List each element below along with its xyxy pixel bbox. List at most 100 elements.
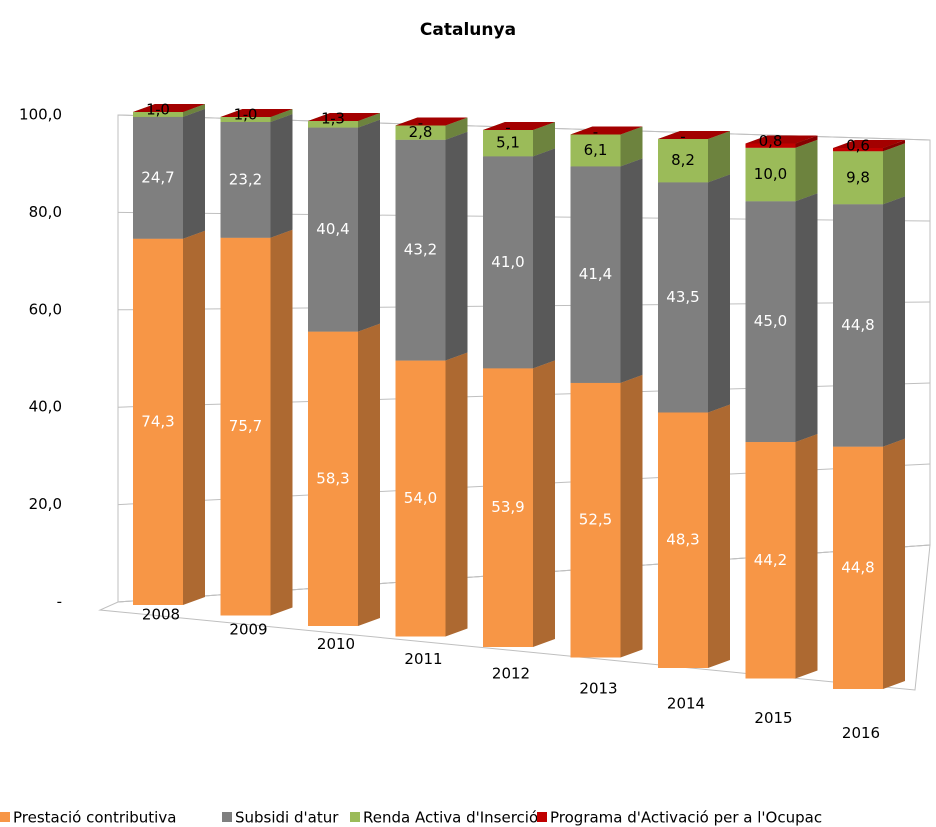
legend-label: Programa d'Activació per a l'Ocupac — [550, 809, 822, 827]
bar-side — [445, 352, 468, 637]
x-tick-label: 2009 — [229, 620, 267, 638]
data-label: 1,0 — [234, 105, 258, 123]
x-tick-label: 2016 — [842, 724, 880, 742]
bar-side — [270, 113, 293, 238]
bar-side — [620, 126, 643, 167]
data-label: 48,3 — [666, 531, 699, 549]
data-label: 44,2 — [754, 551, 787, 569]
data-label: 44,8 — [841, 316, 874, 334]
data-label: 23,2 — [229, 170, 262, 188]
bar-segment — [570, 134, 621, 167]
bar-segment — [220, 116, 271, 122]
bar-segment — [745, 147, 796, 202]
data-label: 1,3 — [321, 110, 345, 128]
data-label: 74,3 — [141, 412, 174, 430]
data-label: 5,1 — [496, 134, 520, 152]
bar-side — [183, 108, 205, 239]
bar-segment — [658, 139, 708, 183]
bar-side — [883, 438, 905, 689]
bar-side — [533, 360, 555, 647]
bar-top — [133, 104, 205, 112]
data-label: 54,0 — [404, 489, 437, 507]
bar-side — [708, 174, 730, 413]
bar-segment — [483, 130, 533, 157]
bar-top — [395, 117, 468, 126]
data-label: 44,8 — [841, 558, 874, 576]
bar-side — [183, 104, 205, 117]
bar-segment — [570, 166, 621, 383]
bar-side — [358, 119, 380, 332]
bar-side — [883, 196, 905, 447]
bar-segment — [658, 182, 708, 413]
data-label: 0,8 — [759, 132, 783, 150]
bar-segment — [133, 112, 183, 117]
bar-side — [883, 140, 905, 152]
data-label: 24,7 — [141, 168, 174, 186]
bar-segment — [308, 121, 358, 128]
bar-side — [533, 122, 555, 157]
bar-side — [795, 434, 818, 679]
bar-top — [833, 140, 905, 148]
y-tick-label: - — [57, 593, 62, 611]
bar-segment — [745, 143, 796, 148]
y-tick-label: 20,0 — [29, 495, 62, 513]
data-label: - — [330, 110, 335, 128]
bar-side — [708, 131, 730, 183]
bar-segment — [745, 442, 796, 679]
bar-segment — [833, 446, 883, 689]
data-label: 1,0 — [146, 101, 170, 119]
bar-side — [445, 117, 468, 140]
y-tick-label: 40,0 — [29, 398, 62, 416]
x-tick-label: 2015 — [754, 709, 792, 727]
legend-swatch — [0, 812, 10, 822]
x-tick-label: 2011 — [404, 650, 442, 668]
legend-label: Prestació contributiva — [13, 809, 176, 827]
legend-label: Renda Activa d'Inserció — [363, 809, 538, 827]
bar-side — [883, 143, 905, 205]
data-label: 10,0 — [754, 165, 787, 183]
bar-segment — [833, 148, 883, 152]
bar-side — [533, 148, 555, 369]
bar-side — [795, 139, 818, 202]
legend-swatch — [537, 812, 547, 822]
bar-top — [308, 113, 380, 121]
y-tick-label: 80,0 — [29, 203, 62, 221]
bar-top — [483, 122, 555, 130]
bar-top — [658, 131, 730, 139]
bar-segment — [658, 412, 708, 668]
bar-top — [220, 108, 293, 117]
x-tick-label: 2014 — [667, 694, 705, 712]
bar-segment — [745, 201, 796, 443]
legend-swatch — [350, 812, 360, 822]
legend-label: Subsidi d'atur — [235, 809, 339, 827]
data-label: 0,6 — [846, 137, 870, 155]
bar-top — [745, 135, 818, 144]
bar-side — [445, 131, 468, 361]
data-label: 58,3 — [316, 469, 349, 487]
x-tick-label: 2008 — [142, 606, 180, 624]
x-tick-label: 2010 — [317, 635, 355, 653]
data-label: 53,9 — [491, 498, 524, 516]
y-tick-label: 60,0 — [29, 300, 62, 318]
bar-segment — [483, 368, 533, 647]
data-label: - — [418, 114, 423, 132]
bar-side — [270, 229, 293, 616]
bar-segment — [395, 125, 446, 140]
bar-side — [620, 374, 643, 658]
bar-side — [795, 135, 818, 148]
bar-top — [570, 126, 643, 135]
bar-segment — [133, 116, 183, 239]
chart-title: Catalunya — [420, 20, 516, 40]
bar-side — [358, 323, 380, 626]
bar-segment — [483, 156, 533, 369]
bar-side — [270, 108, 293, 122]
legend-swatch — [222, 812, 232, 822]
data-label: - — [155, 101, 160, 119]
data-label: 9,8 — [846, 168, 870, 186]
data-label: 43,5 — [666, 288, 699, 306]
bar-segment — [395, 360, 446, 637]
bar-side — [183, 230, 205, 606]
x-tick-label: 2013 — [579, 680, 617, 698]
bar-segment — [133, 238, 183, 606]
